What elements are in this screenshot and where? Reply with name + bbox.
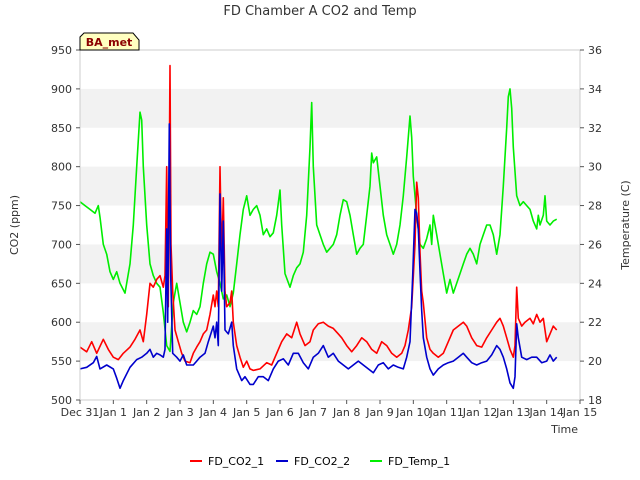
y-tick-label: 550 (51, 355, 72, 368)
site-badge-box (79, 32, 140, 51)
grid-bands (80, 88, 580, 362)
x-tick-label: Jan 4 (199, 406, 227, 419)
y2-tick-label: 28 (588, 200, 602, 213)
x-axis-label: Time (550, 423, 578, 436)
legend-label: FD_CO2_2 (294, 455, 350, 468)
x-tick-label: Jan 15 (562, 406, 597, 419)
series-group (79, 64, 558, 390)
x-tick-label: Jan 9 (365, 406, 393, 419)
site-badge: BA_met (79, 32, 140, 51)
x-tick-label: Jan 12 (462, 406, 497, 419)
x-tick-label: Jan 8 (332, 406, 360, 419)
y2-tick-label: 22 (588, 316, 602, 329)
site-badge-text: BA_met (86, 36, 133, 49)
x-tick-label: Jan 5 (232, 406, 260, 419)
grid-band (80, 88, 580, 128)
legend-label: FD_CO2_1 (208, 455, 264, 468)
y2-tick-label: 20 (588, 355, 602, 368)
y-tick-label: 850 (51, 122, 72, 135)
plot-frame (79, 49, 581, 401)
y2-tick-label: 18 (588, 394, 602, 407)
y2-tick-label: 30 (588, 161, 602, 174)
y2-tick-label: 36 (588, 44, 602, 57)
y-tick-label: 750 (51, 200, 72, 213)
y-tick-label: 650 (51, 277, 72, 290)
legend-label: FD_Temp_1 (388, 455, 450, 468)
y-axis-right: 18 20 22 24 26 28 30 32 34 36 (580, 44, 602, 407)
y2-axis-label: Temperature (C) (619, 180, 632, 270)
x-tick-label: Jan 13 (495, 406, 530, 419)
x-tick-label: Jan 2 (132, 406, 160, 419)
y-tick-label: 800 (51, 161, 72, 174)
x-tick-label: Jan 6 (265, 406, 293, 419)
y-tick-label: 500 (51, 394, 72, 407)
y-axis-left: 500 550 600 650 700 750 800 850 900 950 (51, 44, 80, 407)
x-tick-label: Jan 11 (428, 406, 463, 419)
series-line-fd-co2-2 (79, 123, 558, 390)
y-tick-label: 900 (51, 83, 72, 96)
x-tick-label: Dec 31 (61, 406, 100, 419)
grid-band (80, 166, 580, 206)
series-line-fd-temp-1 (79, 88, 558, 353)
x-tick-label: Jan 3 (165, 406, 193, 419)
x-tick-label: Jan 10 (395, 406, 430, 419)
chart-title: FD Chamber A CO2 and Temp (223, 4, 416, 19)
y2-tick-label: 26 (588, 238, 602, 251)
y2-tick-label: 34 (588, 83, 602, 96)
y-axis-label: CO2 (ppm) (8, 195, 21, 255)
legend: FD_CO2_1 FD_CO2_2 FD_Temp_1 (190, 455, 450, 468)
y2-tick-label: 32 (588, 122, 602, 135)
y2-tick-label: 24 (588, 277, 602, 290)
y-tick-label: 600 (51, 316, 72, 329)
x-tick-label: Jan 14 (528, 406, 563, 419)
x-axis: Dec 31 Jan 1 Jan 2 Jan 3 Jan 4 Jan 5 Jan 6 Jan … (61, 400, 597, 419)
y-tick-label: 700 (51, 238, 72, 251)
x-tick-label: Jan 7 (299, 406, 327, 419)
y-tick-label: 950 (51, 44, 72, 57)
x-tick-label: Jan 1 (99, 406, 127, 419)
